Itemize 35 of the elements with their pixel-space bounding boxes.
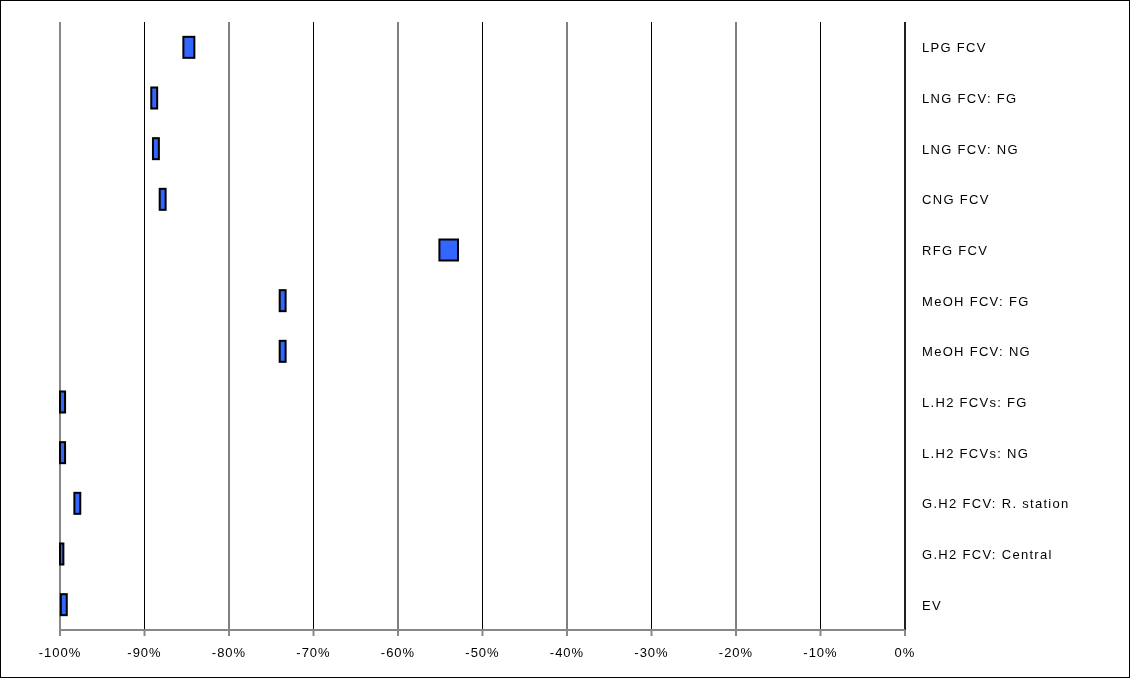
bar [278,289,287,313]
bar [278,339,287,363]
y-tick-label: EV [922,597,942,613]
bar [150,86,159,110]
x-tick-label: -70% [296,645,331,660]
x-tick-label: -80% [211,645,247,660]
y-tick-label: CNG FCV [922,192,990,208]
x-tick-label: -10% [803,645,838,660]
bar [151,137,160,161]
bar [59,441,67,465]
y-tick-label: G.H2 FCV: Central [922,547,1053,562]
bar [158,187,167,211]
y-tick-label: LPG FCV [922,40,987,56]
bar [438,238,459,262]
y-tick-label: LNG FCV: FG [922,91,1018,106]
bar [59,542,65,566]
y-tick-label: LNG FCV: NG [922,141,1019,157]
x-tick-label: -50% [465,645,500,660]
x-tick-label: -20% [718,645,754,660]
y-tick-label: MeOH FCV: NG [922,344,1032,360]
bar [59,593,68,617]
x-tick-label: -60% [380,645,416,660]
y-tick-label: G.H2 FCV: R. station [922,496,1070,512]
bar [59,390,67,414]
bar [182,35,196,59]
y-tick-label: MeOH FCV: FG [922,293,1030,309]
x-tick-label: -30% [634,645,669,660]
bar [73,491,82,515]
y-tick-label: RFG FCV [922,243,989,258]
x-tick-label: -40% [549,645,585,660]
x-tick-label: -100% [38,645,82,660]
y-tick-label: L.H2 FCVs: NG [922,445,1030,461]
x-tick-label: 0% [894,645,916,660]
y-tick-label: L.H2 FCVs: FG [922,395,1028,410]
x-tick-label: -90% [127,645,162,660]
